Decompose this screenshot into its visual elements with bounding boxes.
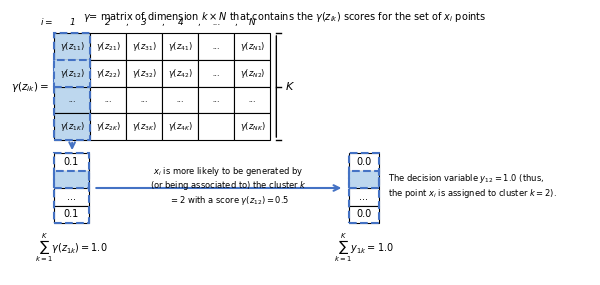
Text: ...: ...: [212, 18, 221, 27]
Bar: [199, 87, 235, 113]
Text: $K$: $K$: [285, 80, 295, 93]
Text: $i=$: $i=$: [40, 16, 53, 27]
Text: 1: 1: [69, 18, 75, 27]
Bar: [235, 87, 271, 113]
Text: ,: ,: [162, 18, 164, 27]
Text: 0.5: 0.5: [64, 174, 79, 184]
Text: $\gamma(z_{11})$: $\gamma(z_{11})$: [59, 40, 85, 53]
Text: 0.0: 0.0: [356, 157, 371, 167]
Text: ...: ...: [212, 95, 220, 104]
Bar: [126, 60, 162, 87]
Text: 0.1: 0.1: [64, 157, 79, 167]
Text: $\sum_{k=1}^{K} y_{1k} = 1.0$: $\sum_{k=1}^{K} y_{1k} = 1.0$: [334, 231, 394, 264]
Bar: [126, 113, 162, 140]
Bar: [90, 60, 126, 87]
Bar: [54, 113, 90, 140]
Text: ...: ...: [67, 192, 76, 202]
Text: $\gamma(z_{2K})$: $\gamma(z_{2K})$: [95, 120, 121, 133]
Bar: [90, 33, 126, 60]
Bar: [90, 113, 126, 140]
Bar: [199, 60, 235, 87]
Text: The decision variable $y_{12} = 1.0$ (thus,
the point $x_i$ is assigned to clust: The decision variable $y_{12} = 1.0$ (th…: [388, 172, 557, 200]
Bar: [199, 33, 235, 60]
Text: $\gamma(z_{N2})$: $\gamma(z_{N2})$: [239, 67, 265, 80]
Bar: [199, 113, 235, 140]
Bar: [235, 60, 271, 87]
Text: ...: ...: [140, 95, 148, 104]
Bar: [54, 153, 89, 170]
Text: 1.0: 1.0: [356, 174, 371, 184]
Bar: [349, 170, 379, 188]
Bar: [162, 60, 199, 87]
Bar: [54, 60, 90, 87]
Text: 3: 3: [142, 18, 147, 27]
Text: $\gamma(z_{22})$: $\gamma(z_{22})$: [96, 67, 121, 80]
Text: ...: ...: [104, 95, 112, 104]
Text: $\gamma(z_{NK})$: $\gamma(z_{NK})$: [239, 120, 265, 133]
Bar: [235, 33, 271, 60]
Text: ,: ,: [198, 18, 200, 27]
Text: $\sum_{k=1}^{K} \gamma(z_{1k}) = 1.0$: $\sum_{k=1}^{K} \gamma(z_{1k}) = 1.0$: [35, 231, 107, 264]
Text: ...: ...: [176, 95, 184, 104]
Text: $\gamma$= matrix of dimension $k\times N$ that contains the $\gamma(z_{ik})$ sco: $\gamma$= matrix of dimension $k\times N…: [83, 10, 487, 24]
Bar: [349, 153, 379, 223]
Bar: [126, 87, 162, 113]
Text: ,: ,: [126, 18, 128, 27]
Bar: [349, 153, 379, 170]
Text: ,: ,: [234, 18, 236, 27]
Text: 4: 4: [178, 18, 183, 27]
Text: $\gamma(z_{N1})$: $\gamma(z_{N1})$: [239, 40, 265, 53]
Text: ...: ...: [212, 69, 220, 78]
Bar: [54, 87, 90, 113]
Text: 0.1: 0.1: [64, 209, 79, 219]
Bar: [54, 33, 90, 60]
Text: $\gamma(z_{21})$: $\gamma(z_{21})$: [96, 40, 121, 53]
Bar: [54, 33, 90, 140]
Bar: [349, 188, 379, 205]
Bar: [349, 205, 379, 223]
Text: $x_i$ is more likely to be generated by
(or being associated to) the cluster $k$: $x_i$ is more likely to be generated by …: [150, 165, 307, 207]
Bar: [235, 113, 271, 140]
Text: 2: 2: [105, 18, 111, 27]
Text: $\gamma(z_{31})$: $\gamma(z_{31})$: [132, 40, 157, 53]
Text: $\gamma(z_{1K})$: $\gamma(z_{1K})$: [59, 120, 85, 133]
Text: $\gamma(z_{12})$: $\gamma(z_{12})$: [59, 67, 85, 80]
Bar: [54, 170, 89, 188]
Text: ...: ...: [212, 42, 220, 51]
Bar: [54, 205, 89, 223]
Text: 0.0: 0.0: [356, 209, 371, 219]
Bar: [90, 87, 126, 113]
Text: $\gamma(z_{41})$: $\gamma(z_{41})$: [168, 40, 193, 53]
Bar: [54, 153, 89, 223]
Text: ...: ...: [248, 95, 256, 104]
Text: ...: ...: [68, 95, 76, 104]
Bar: [162, 113, 199, 140]
Text: $\gamma(z_{ik}) =$: $\gamma(z_{ik}) =$: [11, 80, 49, 93]
Bar: [349, 170, 379, 188]
Text: $\gamma(z_{42})$: $\gamma(z_{42})$: [168, 67, 193, 80]
Bar: [54, 188, 89, 205]
Text: $N$: $N$: [248, 16, 257, 27]
Bar: [54, 60, 90, 87]
Text: $\gamma(z_{32})$: $\gamma(z_{32})$: [132, 67, 157, 80]
Bar: [126, 33, 162, 60]
Bar: [162, 33, 199, 60]
Text: ...: ...: [359, 192, 368, 202]
Bar: [162, 87, 199, 113]
Bar: [54, 170, 89, 188]
Text: $\gamma(z_{4K})$: $\gamma(z_{4K})$: [168, 120, 193, 133]
Text: $\gamma(z_{3K})$: $\gamma(z_{3K})$: [132, 120, 157, 133]
